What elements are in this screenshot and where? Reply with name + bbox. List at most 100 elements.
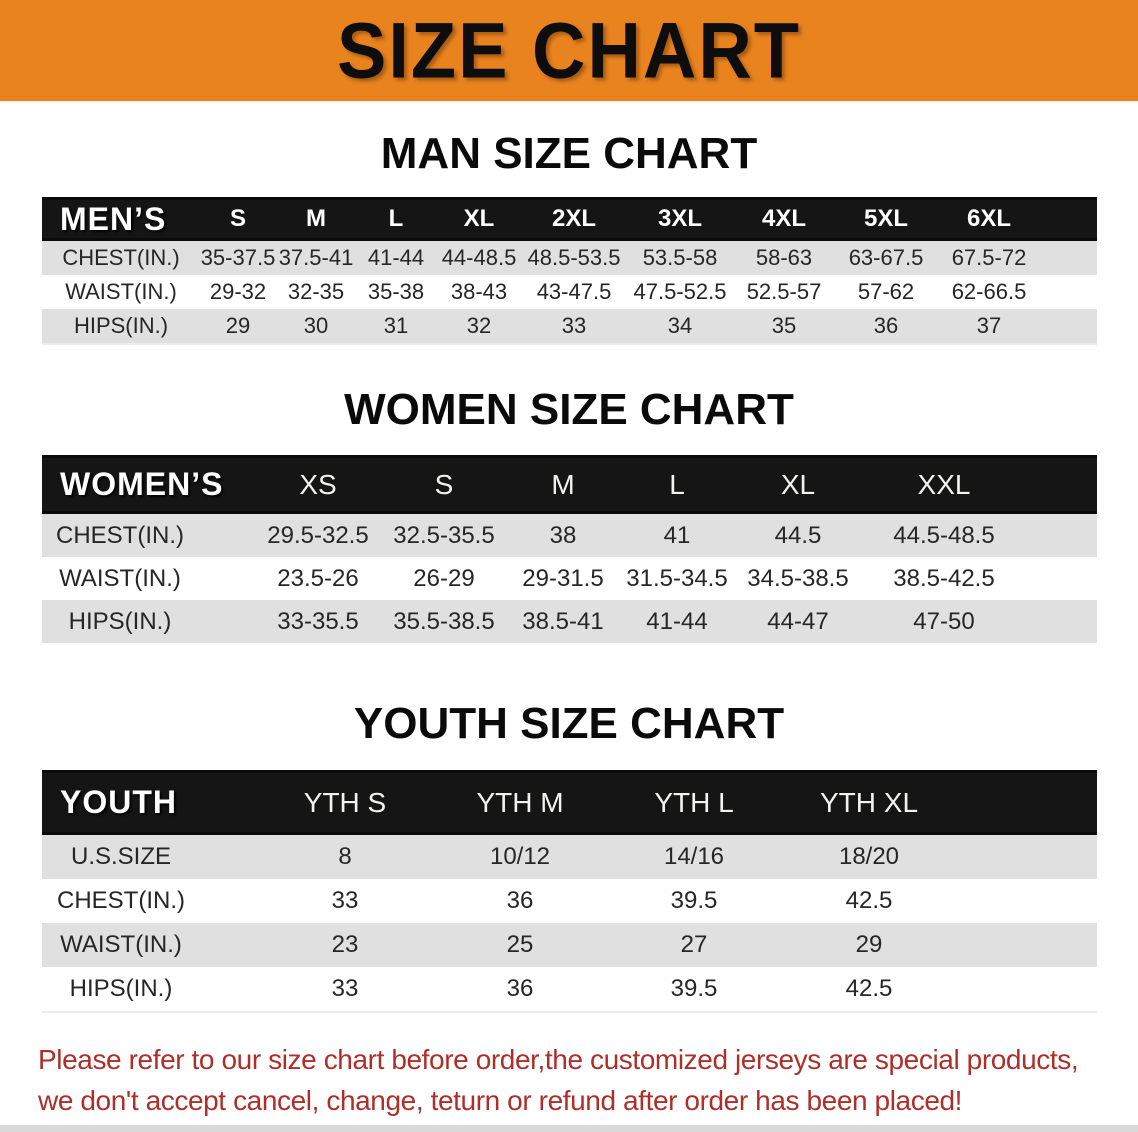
men-size-table: MEN’S S M L XL 2XL 3XL 4XL 5XL 6XL CHEST… xyxy=(42,197,1097,345)
row-label: WAIST(IN.) xyxy=(42,557,256,600)
row-label: CHEST(IN.) xyxy=(42,511,256,557)
women-chest-row: CHEST(IN.) 29.5-32.5 32.5-35.5 38 41 44.… xyxy=(42,511,1097,557)
disclaimer-line-1: Please refer to our size chart before or… xyxy=(38,1044,1079,1075)
cell: 67.5-72 xyxy=(938,238,1040,275)
men-size-header: 6XL xyxy=(938,197,1040,241)
cell: 8 xyxy=(258,832,432,879)
cell: 57-62 xyxy=(834,275,938,309)
women-waist-row: WAIST(IN.) 23.5-26 26-29 29-31.5 31.5-34… xyxy=(42,557,1097,600)
cell: 31.5-34.5 xyxy=(618,557,736,600)
women-size-header: XL xyxy=(736,455,860,514)
women-size-header: XS xyxy=(256,455,380,514)
men-hips-row: HIPS(IN.) 29 30 31 32 33 34 35 36 37 xyxy=(42,309,1097,345)
men-size-header: 2XL xyxy=(522,197,626,241)
spacer-cell xyxy=(1040,275,1097,309)
youth-size-header: YTH S xyxy=(258,770,432,835)
men-waist-row: WAIST(IN.) 29-32 32-35 35-38 38-43 43-47… xyxy=(42,275,1097,309)
cell: 36 xyxy=(432,879,608,923)
cell: 47.5-52.5 xyxy=(626,275,734,309)
cell: 18/20 xyxy=(780,832,958,879)
cell: 32 xyxy=(436,309,522,345)
women-size-header: L xyxy=(618,455,736,514)
row-label: HIPS(IN.) xyxy=(42,309,200,345)
cell: 35 xyxy=(734,309,834,345)
men-size-header: 3XL xyxy=(626,197,734,241)
cell: 29 xyxy=(780,923,958,967)
cell: 23.5-26 xyxy=(256,557,380,600)
spacer-cell xyxy=(1040,238,1097,275)
women-group-label: WOMEN’S xyxy=(42,455,256,514)
youth-header-row: YOUTH YTH S YTH M YTH L YTH XL xyxy=(42,770,1097,835)
cell: 58-63 xyxy=(734,238,834,275)
cell: 23 xyxy=(258,923,432,967)
cell: 25 xyxy=(432,923,608,967)
cell: 37 xyxy=(938,309,1040,345)
cell: 42.5 xyxy=(780,967,958,1013)
youth-size-table: YOUTH YTH S YTH M YTH L YTH XL U.S.SIZE … xyxy=(42,770,1097,1013)
cell: 32.5-35.5 xyxy=(380,511,508,557)
cell: 44-47 xyxy=(736,600,860,643)
cell: 53.5-58 xyxy=(626,238,734,275)
cell: 39.5 xyxy=(608,879,780,923)
women-size-header: XXL xyxy=(860,455,1028,514)
spacer-cell xyxy=(958,832,1097,879)
youth-group-label: YOUTH xyxy=(42,770,258,835)
youth-hips-row: HIPS(IN.) 33 36 39.5 42.5 xyxy=(42,967,1097,1013)
disclaimer-line-2: we don't accept cancel, change, teturn o… xyxy=(38,1085,963,1116)
men-section-heading: MAN SIZE CHART xyxy=(380,129,758,178)
men-size-header: XL xyxy=(436,197,522,241)
cell: 38 xyxy=(508,511,618,557)
youth-chest-row: CHEST(IN.) 33 36 39.5 42.5 xyxy=(42,879,1097,923)
cell: 30 xyxy=(276,309,356,345)
men-size-header: M xyxy=(276,197,356,241)
cell: 62-66.5 xyxy=(938,275,1040,309)
cell: 42.5 xyxy=(780,879,958,923)
cell: 10/12 xyxy=(432,832,608,879)
row-label: U.S.SIZE xyxy=(42,832,258,879)
cell: 31 xyxy=(356,309,436,345)
cell: 29.5-32.5 xyxy=(256,511,380,557)
youth-section-heading: YOUTH SIZE CHART xyxy=(353,699,785,748)
youth-size-header: YTH M xyxy=(432,770,608,835)
cell: 32-35 xyxy=(276,275,356,309)
cell: 44.5 xyxy=(736,511,860,557)
row-label: CHEST(IN.) xyxy=(42,238,200,275)
banner: SIZE CHART xyxy=(0,0,1138,103)
women-hips-row: HIPS(IN.) 33-35.5 35.5-38.5 38.5-41 41-4… xyxy=(42,600,1097,643)
banner-title: SIZE CHART xyxy=(337,6,801,95)
cell: 27 xyxy=(608,923,780,967)
youth-ussize-row: U.S.SIZE 8 10/12 14/16 18/20 xyxy=(42,832,1097,879)
youth-size-header: YTH XL xyxy=(780,770,958,835)
spacer-cell xyxy=(1028,600,1097,643)
cell: 43-47.5 xyxy=(522,275,626,309)
spacer-cell xyxy=(958,923,1097,967)
cell: 33-35.5 xyxy=(256,600,380,643)
spacer-cell xyxy=(1028,557,1097,600)
cell: 35-38 xyxy=(356,275,436,309)
cell: 26-29 xyxy=(380,557,508,600)
men-size-header: S xyxy=(200,197,276,241)
spacer-cell xyxy=(1040,197,1097,241)
cell: 29 xyxy=(200,309,276,345)
spacer-cell xyxy=(958,770,1097,835)
cell: 29-32 xyxy=(200,275,276,309)
disclaimer-note: Please refer to our size chart before or… xyxy=(38,1039,1138,1121)
cell: 36 xyxy=(834,309,938,345)
youth-size-header: YTH L xyxy=(608,770,780,835)
cell: 29-31.5 xyxy=(508,557,618,600)
cell: 36 xyxy=(432,967,608,1013)
cell: 52.5-57 xyxy=(734,275,834,309)
women-size-table: WOMEN’S XS S M L XL XXL CHEST(IN.) 29.5-… xyxy=(42,455,1097,643)
row-label: HIPS(IN.) xyxy=(42,600,256,643)
cell: 41-44 xyxy=(356,238,436,275)
spacer-cell xyxy=(1028,455,1097,514)
cell: 39.5 xyxy=(608,967,780,1013)
women-header-row: WOMEN’S XS S M L XL XXL xyxy=(42,455,1097,514)
cell: 41 xyxy=(618,511,736,557)
cell: 34 xyxy=(626,309,734,345)
row-label: HIPS(IN.) xyxy=(42,967,258,1013)
row-label: WAIST(IN.) xyxy=(42,923,258,967)
cell: 44.5-48.5 xyxy=(860,511,1028,557)
cell: 37.5-41 xyxy=(276,238,356,275)
row-label: CHEST(IN.) xyxy=(42,879,258,923)
